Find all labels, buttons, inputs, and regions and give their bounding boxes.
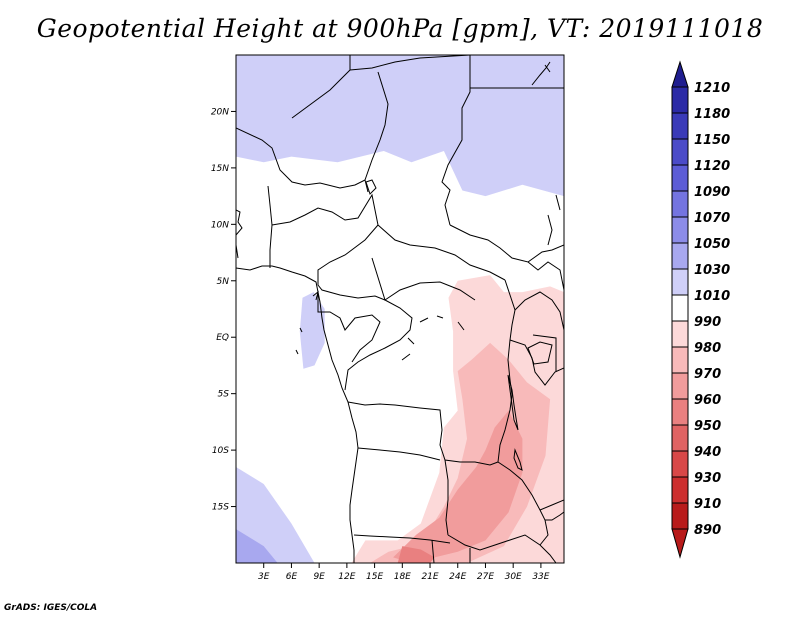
colorbar-label-950: 950 [694,419,721,434]
colorbar-label-1010: 1010 [694,289,730,304]
colorbar-label-1210: 1210 [694,81,730,96]
contour-region-1010-1030-1 [236,55,564,197]
border-gabon-congo [317,292,381,363]
coastline-west [236,265,359,563]
border-zambia-zimbabwe [447,534,557,563]
colorbar-label-1120: 1120 [694,159,730,174]
colorbar-box-1050-1030 [671,242,689,270]
border-drc-north [344,299,413,391]
colorbar-label-1030: 1030 [694,263,730,278]
contour-fills [236,55,564,563]
border-sudan-south [449,224,564,263]
colorbar-label-1150: 1150 [694,133,730,148]
y-tick-label-EQ: EQ [216,333,229,343]
country-boundaries [236,55,564,563]
colorbar-box-1010-990 [671,294,689,322]
colorbar: 1210 1180 1150 1120 1090 1070 1050 1030 1010 990 9… [671,60,730,559]
colorbar-label-980: 980 [694,341,721,356]
colorbar-label-1050: 1050 [694,237,730,252]
contour-region-950-960-9 [397,546,435,563]
x-tick-label-24E: 24E [449,572,466,582]
border-cameroon [317,224,386,301]
colorbar-box-1120-1090 [671,164,689,192]
border-tanzania-mozambique [539,499,564,521]
border-namibia-botswana [431,539,471,563]
x-tick-label-30E: 30E [505,572,522,582]
border-mali-niger [236,127,366,189]
chart-title: Geopotential Height at 900hPa [gpm], VT:… [36,14,764,43]
border-drc-east [497,279,516,463]
colorbar-box-1150-1120 [671,138,689,166]
border-angola-north [347,401,499,466]
colorbar-box-1070-1050 [671,216,689,244]
y-tick-label-15N: 15N [211,164,229,174]
colorbar-box-930-910 [671,476,689,504]
lake-tanganyika [507,374,519,431]
x-tick-label-15E: 15E [366,572,383,582]
colorbar-box-960-950 [671,398,689,426]
y-tick-label-5S: 5S [218,390,230,400]
border-rwanda-burundi [509,334,564,386]
lake-victoria [527,341,553,365]
y-axis: 20N 15N 10N 5N EQ 5S 10S 15S [211,107,236,513]
border-uganda-kenya [514,261,564,331]
colorbar-box-1030-1010 [671,268,689,296]
colorbar-label-910: 910 [694,497,721,512]
contour-region-960-970-8 [393,410,523,563]
border-nigeria [267,185,379,268]
colorbar-label-1070: 1070 [694,211,730,226]
colorbar-top-arrow [671,60,689,88]
border-niger-chad [349,55,471,71]
colorbar-label-1090: 1090 [694,185,730,200]
grads-credit: GrADS: IGES/COLA [4,603,98,613]
coast-egypt-redsea [531,61,551,86]
y-tick-label-20N: 20N [211,107,229,117]
y-tick-label-5N: 5N [217,277,230,287]
colorbar-bottom-arrow [671,528,689,559]
x-tick-label-9E: 9E [313,572,325,582]
border-angola-south [353,447,451,544]
x-tick-label-33E: 33E [532,572,549,582]
y-tick-label-15S: 15S [212,503,229,513]
plot-frame [235,54,565,564]
x-tick-label-18E: 18E [394,572,411,582]
colorbar-label-990: 990 [694,315,721,330]
rivers-congo [401,315,465,361]
colorbar-box-910-890 [671,502,689,530]
colorbar-box-980-970 [671,346,689,374]
border-chad-sudan [441,55,471,226]
colorbar-box-1090-1070 [671,190,689,218]
border-zambia [444,459,549,546]
colorbar-box-990-980 [671,320,689,348]
coast-horn-edge [547,194,561,246]
y-tick-label-10S: 10S [212,446,229,456]
colorbar-box-1210-1180 [671,86,689,114]
lake-chad [365,179,377,195]
x-tick-label-21E: 21E [421,572,438,582]
contour-region-1030-1050-4 [236,529,278,563]
x-tick-label-3E: 3E [258,572,270,582]
colorbar-box-940-930 [671,450,689,478]
colorbar-label-930: 930 [694,471,721,486]
colorbar-label-940: 940 [694,445,721,460]
x-tick-label-6E: 6E [286,572,298,582]
coast-gulf-of-guinea-islands [295,290,319,355]
colorbar-box-950-940 [671,424,689,452]
colorbar-label-890: 890 [694,523,721,538]
lake-malawi [513,448,523,471]
colorbar-box-1180-1150 [671,112,689,140]
y-tick-label-10N: 10N [211,220,229,230]
border-algeria-libya [291,55,351,119]
x-axis: 3E 6E 9E 12E 15E 18E 21E 24E 27E 30E 33E [258,563,550,582]
colorbar-label-960: 960 [694,393,721,408]
colorbar-label-970: 970 [694,367,721,382]
colorbar-box-970-960 [671,372,689,400]
x-tick-label-27E: 27E [477,572,494,582]
colorbar-label-1180: 1180 [694,107,730,122]
contour-region-1010-1030-3 [236,467,315,563]
x-tick-label-12E: 12E [338,572,355,582]
